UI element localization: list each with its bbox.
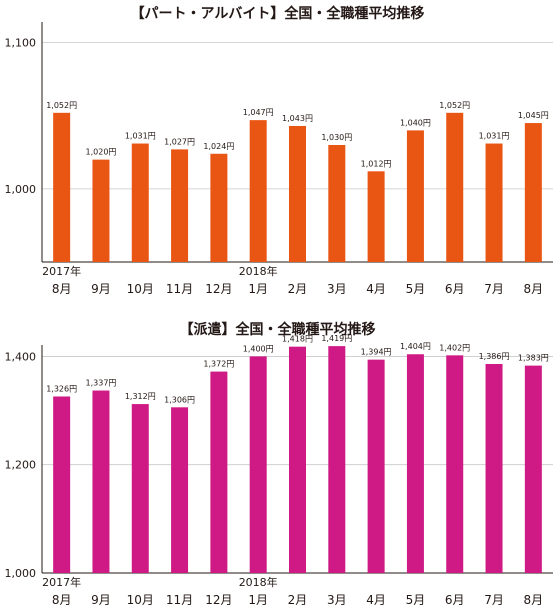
data-label: 1,027円 bbox=[164, 137, 195, 146]
data-label: 1,045円 bbox=[518, 111, 549, 120]
data-label: 1,402円 bbox=[439, 343, 470, 352]
x-tick-label: 12月 bbox=[205, 593, 232, 607]
x-tick-label: 7月 bbox=[484, 282, 504, 296]
x-tick-label: 10月 bbox=[127, 282, 154, 296]
bar bbox=[406, 130, 424, 262]
bar bbox=[289, 346, 306, 573]
data-label: 1,047円 bbox=[243, 108, 274, 117]
bar bbox=[210, 153, 228, 262]
bar bbox=[446, 112, 464, 262]
data-label: 1,012円 bbox=[361, 159, 392, 168]
bar bbox=[131, 404, 149, 573]
data-label: 1,306円 bbox=[164, 395, 195, 404]
bar bbox=[171, 149, 189, 262]
x-tick-label: 5月 bbox=[406, 593, 426, 607]
y-tick-label: 1,400 bbox=[5, 350, 37, 363]
x-tick-label: 11月 bbox=[166, 282, 193, 296]
x-tick-label: 9月 bbox=[91, 282, 111, 296]
x-tick-label: 1月 bbox=[248, 593, 268, 607]
bar bbox=[367, 359, 385, 573]
x-tick-label: 12月 bbox=[205, 282, 232, 296]
data-label: 1,020円 bbox=[86, 148, 117, 157]
x-tick-label: 11月 bbox=[166, 593, 193, 607]
data-label: 1,383円 bbox=[518, 354, 549, 363]
bar bbox=[328, 346, 346, 573]
bar bbox=[524, 365, 542, 573]
year-label: 2018年 bbox=[239, 264, 278, 278]
bar bbox=[53, 396, 71, 573]
x-tick-label: 1月 bbox=[248, 282, 268, 296]
data-label: 1,052円 bbox=[46, 101, 77, 110]
data-label: 1,337円 bbox=[86, 379, 117, 388]
data-label: 1,312円 bbox=[125, 392, 156, 401]
year-label: 2017年 bbox=[42, 264, 81, 278]
data-label: 1,040円 bbox=[400, 118, 431, 127]
dispatch-chart: 【派遣】全国・全職種平均推移 1,000 1,200 1,400 1,326円 8月 1,… bbox=[0, 305, 555, 614]
data-label: 1,418円 bbox=[282, 335, 313, 344]
data-label: 1,400円 bbox=[243, 344, 274, 353]
bar bbox=[92, 390, 110, 573]
bar bbox=[446, 355, 464, 573]
data-label: 1,031円 bbox=[125, 132, 156, 141]
year-label: 2018年 bbox=[239, 575, 278, 589]
bar bbox=[131, 143, 149, 262]
y-tick-label: 1,100 bbox=[5, 37, 37, 50]
bar bbox=[328, 145, 346, 262]
bar bbox=[524, 123, 542, 262]
x-tick-label: 4月 bbox=[366, 593, 386, 607]
bar bbox=[210, 371, 228, 573]
chart-title: 【派遣】全国・全職種平均推移 bbox=[179, 322, 376, 338]
year-label: 2017年 bbox=[42, 575, 81, 589]
x-tick-label: 8月 bbox=[524, 593, 544, 607]
bar bbox=[485, 143, 503, 262]
bar bbox=[171, 407, 189, 573]
x-tick-label: 10月 bbox=[127, 593, 154, 607]
x-tick-label: 3月 bbox=[327, 282, 347, 296]
y-tick-label: 1,000 bbox=[5, 567, 37, 580]
data-label: 1,394円 bbox=[361, 348, 392, 357]
data-label: 1,024円 bbox=[203, 142, 234, 151]
bar bbox=[249, 120, 267, 262]
x-tick-label: 7月 bbox=[484, 593, 504, 607]
data-label: 1,386円 bbox=[479, 352, 510, 361]
data-label: 1,419円 bbox=[321, 334, 352, 343]
data-label: 1,031円 bbox=[479, 132, 510, 141]
dispatch-chart-plot: 1,000 1,200 1,400 1,326円 8月 1,337円 9月 1,312円 10月… bbox=[5, 334, 553, 607]
data-label: 1,030円 bbox=[321, 133, 352, 142]
x-tick-label: 3月 bbox=[327, 593, 347, 607]
x-tick-label: 8月 bbox=[52, 282, 72, 296]
data-label: 1,043円 bbox=[282, 114, 313, 123]
bar bbox=[289, 125, 306, 262]
bar bbox=[406, 354, 424, 573]
y-tick-label: 1,200 bbox=[5, 459, 37, 472]
bar bbox=[92, 159, 110, 262]
y-tick-label: 1,000 bbox=[5, 183, 37, 196]
bar bbox=[367, 171, 385, 262]
data-label: 1,404円 bbox=[400, 342, 431, 351]
x-tick-label: 6月 bbox=[445, 282, 465, 296]
x-tick-label: 4月 bbox=[366, 282, 386, 296]
data-label: 1,326円 bbox=[46, 384, 77, 393]
bar bbox=[249, 356, 267, 573]
bar bbox=[53, 112, 71, 262]
x-tick-label: 2月 bbox=[288, 593, 308, 607]
x-tick-label: 8月 bbox=[52, 593, 72, 607]
chart-title: 【パート・アルバイト】全国・全職種平均推移 bbox=[130, 6, 425, 22]
bar bbox=[485, 363, 503, 573]
x-tick-label: 8月 bbox=[524, 282, 544, 296]
x-tick-label: 5月 bbox=[406, 282, 426, 296]
data-label: 1,052円 bbox=[439, 101, 470, 110]
part-time-chart: 【パート・アルバイト】全国・全職種平均推移 1,000 1,100 1,052円 8月… bbox=[0, 0, 555, 305]
x-tick-label: 9月 bbox=[91, 593, 111, 607]
x-tick-label: 6月 bbox=[445, 593, 465, 607]
data-label: 1,372円 bbox=[203, 360, 234, 369]
x-tick-label: 2月 bbox=[288, 282, 308, 296]
part-time-chart-plot: 1,000 1,100 1,052円 8月 1,020円 9月 1,031円 10月 1,027… bbox=[5, 22, 553, 296]
